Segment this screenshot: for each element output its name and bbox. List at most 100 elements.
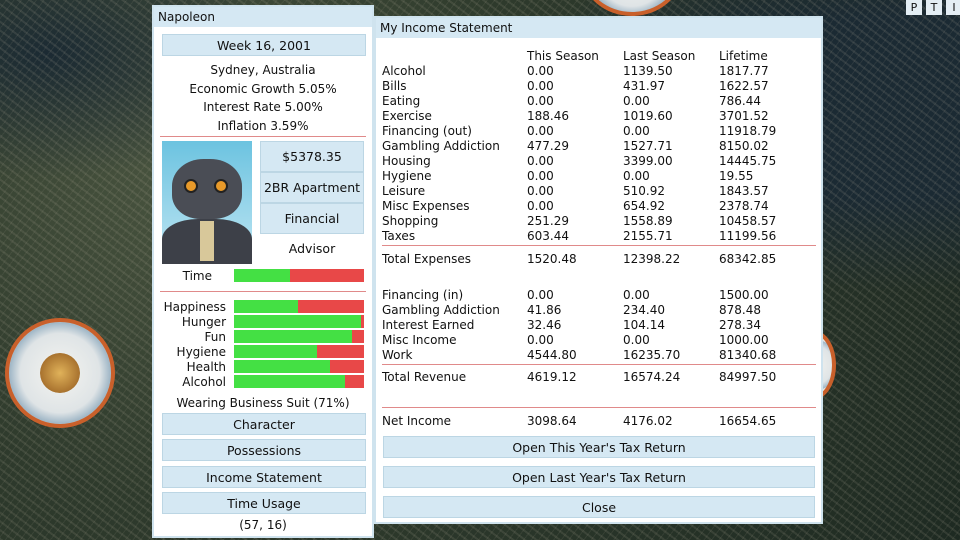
cell: Leisure [382,184,426,198]
expense-row: Leisure 0.00 510.92 1843.57 [382,184,812,199]
date-button[interactable]: Week 16, 2001 [162,34,366,56]
expense-row: Housing 0.00 3399.00 14445.75 [382,154,812,169]
revenue-row: Interest Earned 32.46 104.14 278.34 [382,318,812,333]
expense-row: Financing (out) 0.00 0.00 11918.79 [382,124,812,139]
cell: 68342.85 [719,252,777,266]
cell: 654.92 [623,199,665,213]
cell: 510.92 [623,184,665,198]
cell: Work [382,348,413,362]
cell: 3399.00 [623,154,673,168]
coordinates: (57, 16) [239,518,287,532]
cell: 16574.24 [623,370,681,384]
cell: 0.00 [623,169,650,183]
cell: Financing (in) [382,288,464,302]
cell: 1000.00 [719,333,769,347]
close-button[interactable]: Close [383,496,815,518]
total-revenue-row: Total Revenue 4619.12 16574.24 84997.50 [382,370,812,385]
stat-bar-health [234,360,364,373]
stat-label-hygiene: Hygiene [176,345,226,359]
cell: 19.55 [719,169,754,183]
inflation: Inflation 3.59% [217,119,309,133]
revenue-row: Misc Income 0.00 0.00 1000.00 [382,333,812,348]
cell: 16235.70 [623,348,681,362]
expense-row: Hygiene 0.00 0.00 19.55 [382,169,812,184]
stat-bar-hygiene [234,345,364,358]
time-usage-button[interactable]: Time Usage [162,492,366,514]
expense-row: Taxes 603.44 2155.71 11199.56 [382,229,812,244]
net-income-row: Net Income 3098.64 4176.02 16654.65 [382,414,812,429]
cell: 786.44 [719,94,761,108]
expense-row: Exercise 188.46 1019.60 3701.52 [382,109,812,124]
open-last-year-tax-return-button[interactable]: Open Last Year's Tax Return [383,466,815,488]
cell: 0.00 [623,94,650,108]
divider [160,291,366,292]
cell: 234.40 [623,303,665,317]
cell: 3701.52 [719,109,769,123]
top-button-p[interactable]: P [906,0,922,15]
cell: 477.29 [527,139,569,153]
character-name: Napoleon [154,7,372,27]
cell: 0.00 [527,184,554,198]
cell: 84997.50 [719,370,777,384]
cell: 12398.22 [623,252,681,266]
cell: Misc Income [382,333,457,347]
divider [160,136,366,137]
revenue-row: Gambling Addiction 41.86 234.40 878.48 [382,303,812,318]
possessions-button[interactable]: Possessions [162,439,366,461]
cell: 11918.79 [719,124,777,138]
cell: Last Season [623,49,696,63]
expense-row: Bills 0.00 431.97 1622.57 [382,79,812,94]
character-button[interactable]: Character [162,413,366,435]
cell: Financing (out) [382,124,472,138]
cell: Housing [382,154,431,168]
stat-bar-hunger [234,315,364,328]
open-this-year-tax-return-button[interactable]: Open This Year's Tax Return [383,436,815,458]
cell: 32.46 [527,318,562,332]
cell: Net Income [382,414,452,428]
interest-rate: Interest Rate 5.00% [203,100,323,114]
divider [382,245,816,246]
clothing-status: Wearing Business Suit (71%) [176,396,350,410]
cell: Interest Earned [382,318,475,332]
cell: 0.00 [527,94,554,108]
income-statement-button[interactable]: Income Statement [162,466,366,488]
cell: Exercise [382,109,432,123]
stat-label-fun: Fun [204,330,226,344]
divider [382,364,816,365]
cell: 603.44 [527,229,569,243]
cell: 0.00 [527,199,554,213]
cell: 10458.57 [719,214,777,228]
expense-row: Eating 0.00 0.00 786.44 [382,94,812,109]
stat-label-alcohol: Alcohol [182,375,226,389]
cell: 0.00 [527,124,554,138]
cell: 0.00 [527,333,554,347]
stat-label-hunger: Hunger [181,315,226,329]
revenue-row: Work 4544.80 16235.70 81340.68 [382,348,812,363]
stat-label-health: Health [186,360,226,374]
money-button[interactable]: $5378.35 [260,141,364,172]
cat-avatar[interactable] [162,141,252,264]
total-expenses-row: Total Expenses 1520.48 12398.22 68342.85 [382,252,812,267]
stat-bar-happiness [234,300,364,313]
cell: 1817.77 [719,64,769,78]
top-button-t[interactable]: T [926,0,942,15]
top-button-i[interactable]: I [946,0,960,15]
cell: 1558.89 [623,214,673,228]
cell: 4544.80 [527,348,577,362]
food-plate-icon[interactable] [5,318,115,428]
cell: 4619.12 [527,370,577,384]
economic-growth: Economic Growth 5.05% [189,82,337,96]
expense-row: Misc Expenses 0.00 654.92 2378.74 [382,199,812,214]
revenue-row: Financing (in) 0.00 0.00 1500.00 [382,288,812,303]
cell: 81340.68 [719,348,777,362]
cell: 0.00 [623,124,650,138]
column-headers: This Season Last Season Lifetime [382,49,812,64]
housing-button[interactable]: 2BR Apartment [260,172,364,203]
cell: 0.00 [527,288,554,302]
cell: 8150.02 [719,139,769,153]
expense-row: Shopping 251.29 1558.89 10458.57 [382,214,812,229]
cell: 188.46 [527,109,569,123]
cell: 1139.50 [623,64,673,78]
cell: 431.97 [623,79,665,93]
job-button[interactable]: Financial Advisor [260,203,364,256]
